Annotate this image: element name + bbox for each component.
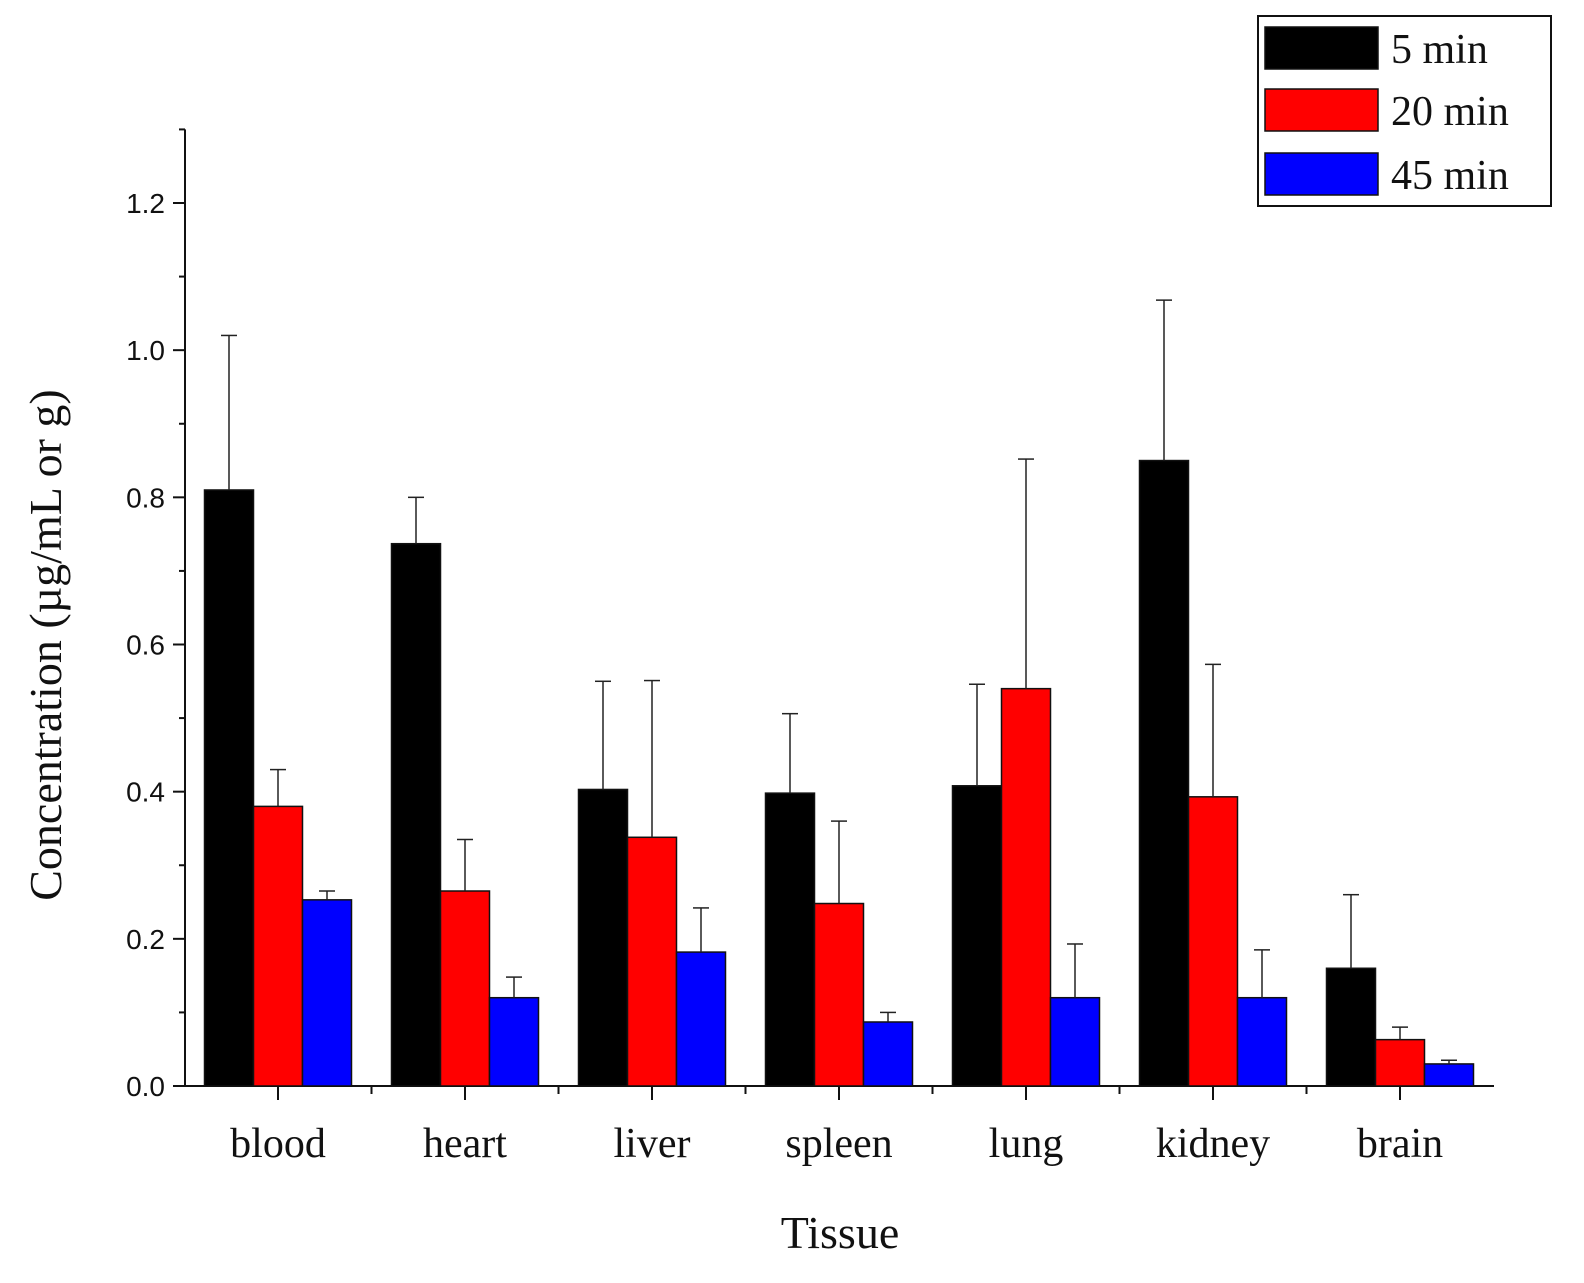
bars: [203, 459, 1475, 1087]
y-tick-label: 0.0: [126, 1071, 165, 1102]
y-axis-title: Concentration (µg/mL or g): [20, 389, 71, 901]
bar-kidney-20min: [1187, 796, 1239, 1087]
bar-spleen-45min: [862, 1021, 914, 1087]
x-axis-title: Tissue: [781, 1207, 899, 1258]
bar-liver-20min: [626, 836, 678, 1087]
y-tick-label: 0.2: [126, 924, 165, 955]
legend-label-20min: 20 min: [1391, 89, 1509, 135]
bar-blood-45min: [301, 899, 353, 1087]
legend-label-5min: 5 min: [1391, 27, 1488, 73]
x-tick-label-spleen: spleen: [785, 1121, 892, 1167]
bar-heart-20min: [439, 890, 491, 1087]
bar-spleen-5min: [764, 792, 816, 1087]
y-tick-label: 1.0: [126, 335, 165, 366]
x-tick-label-blood: blood: [230, 1121, 326, 1167]
y-tick-label: 1.2: [126, 188, 165, 219]
y-tick-label: 0.4: [126, 777, 165, 808]
legend-label-45min: 45 min: [1391, 153, 1509, 199]
legend-swatch-45min: [1264, 152, 1379, 196]
bar-brain-20min: [1374, 1038, 1426, 1087]
bar-heart-45min: [488, 996, 540, 1087]
bar-lung-5min: [951, 785, 1003, 1087]
tick-labels: 0.0 0.2 0.4 0.6 0.8 1.0 1.2 blood heart liver sple…: [126, 188, 1443, 1167]
bar-heart-5min: [390, 542, 442, 1087]
x-tick-label-brain: brain: [1357, 1121, 1443, 1167]
bar-kidney-45min: [1236, 996, 1288, 1087]
bar-liver-5min: [577, 788, 629, 1087]
bar-kidney-5min: [1138, 459, 1190, 1087]
x-tick-label-kidney: kidney: [1156, 1121, 1270, 1167]
error-bars: [221, 299, 1457, 1064]
bar-blood-20min: [252, 805, 304, 1087]
legend-swatch-20min: [1264, 88, 1379, 132]
y-tick-label: 0.6: [126, 630, 165, 661]
bar-spleen-20min: [813, 902, 865, 1087]
legend-swatch-5min: [1264, 26, 1379, 70]
bar-lung-20min: [1000, 687, 1052, 1087]
x-tick-label-lung: lung: [989, 1121, 1064, 1167]
x-tick-label-heart: heart: [423, 1121, 507, 1167]
bar-brain-5min: [1325, 967, 1377, 1087]
legend: 5 min 20 min 45 min: [1257, 15, 1552, 207]
bar-lung-45min: [1049, 996, 1101, 1087]
x-tick-label-liver: liver: [614, 1121, 691, 1167]
bar-brain-45min: [1423, 1063, 1475, 1087]
y-tick-label: 0.8: [126, 482, 165, 513]
bar-blood-5min: [203, 489, 255, 1087]
bar-liver-45min: [675, 951, 727, 1087]
